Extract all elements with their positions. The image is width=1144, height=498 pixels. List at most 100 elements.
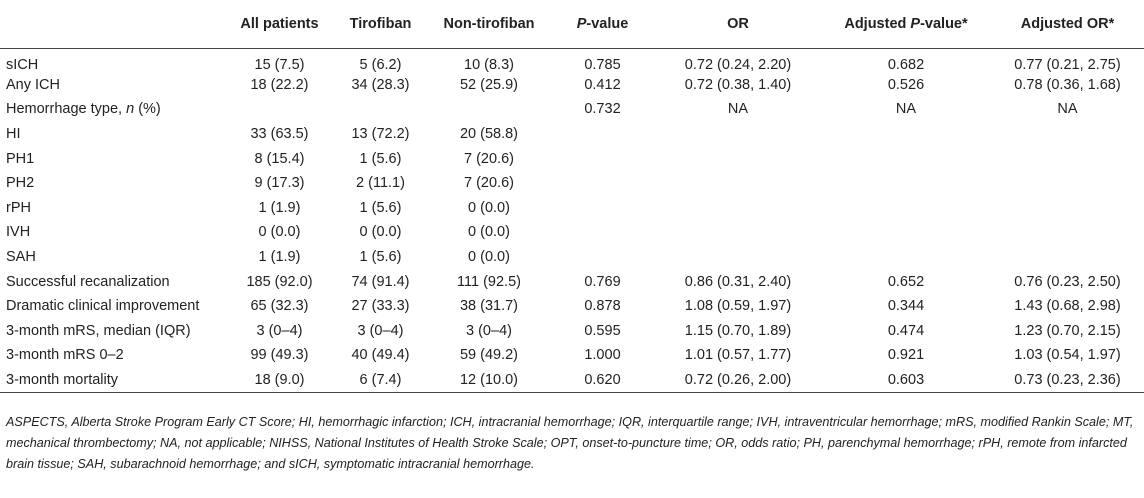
table-cell: 0.412 [584, 76, 621, 93]
table-cell: 0.72 (0.24, 2.20) [684, 56, 792, 73]
table-cell: 0 (0.0) [468, 249, 510, 266]
table-cell [821, 146, 991, 171]
row-label: PH2 [0, 171, 226, 196]
table-cell: 0.86 (0.31, 2.40) [684, 273, 792, 290]
table-cell [655, 171, 821, 196]
table-cell [550, 220, 655, 245]
table-cell: 33 (63.5) [250, 126, 309, 143]
table-header: All patients Tirofiban Non-tirofiban P-valu… [0, 0, 1144, 49]
table-cell [991, 196, 1144, 221]
header-text: Tirofiban [349, 15, 412, 32]
table-cell [550, 245, 655, 270]
table-cell: 185 (92.0) [246, 273, 313, 290]
table-cell [550, 171, 655, 196]
table-cell: 0.785 [584, 56, 621, 73]
table-cell [655, 245, 821, 270]
table-cell [428, 97, 550, 122]
table-row: SAH 1 (1.9) 1 (5.6) 0 (0.0) [0, 244, 1144, 270]
row-label-text: HI [6, 126, 21, 143]
row-label: Successful recanalization [0, 269, 226, 294]
table-cell [226, 97, 333, 122]
header-italic-text: P [576, 15, 587, 32]
table-cell: 3 (0–4) [357, 322, 404, 339]
table-cell [655, 146, 821, 171]
table-row: Any ICH 18 (22.2) 34 (28.3) 52 (25.9) 0.412 0… [0, 72, 1144, 98]
row-label-italic: n [126, 101, 135, 118]
row-label-text: PH2 [6, 175, 35, 192]
table-cell: 0.474 [887, 322, 925, 339]
table-cell: 1.03 (0.54, 1.97) [1014, 347, 1121, 364]
table-cell: 111 (92.5) [457, 273, 521, 290]
table-row: Hemorrhage type, n (%) 0.732 NA NA NA [0, 97, 1144, 122]
row-label-text: sICH [6, 56, 39, 73]
table-row: 3-month mRS, median (IQR) 3 (0–4) 3 (0–4) 3… [0, 318, 1144, 344]
or-header: OR [655, 0, 821, 49]
table-cell: 8 (15.4) [254, 150, 305, 167]
table-cell: 99 (49.3) [250, 347, 309, 364]
row-label: Dramatic clinical improvement [0, 294, 226, 319]
table-cell: 65 (32.3) [250, 298, 309, 315]
characteristic-header [0, 0, 226, 49]
table-cell [821, 245, 991, 270]
table-cell: 1.23 (0.70, 2.15) [1014, 322, 1121, 339]
table-cell [550, 146, 655, 171]
table-row: 3-month mRS 0–2 99 (49.3) 40 (49.4) 59 (49.… [0, 343, 1144, 368]
table-row: 3-month mortality 18 (9.0) 6 (7.4) 12 (10.0… [0, 367, 1144, 393]
row-label: IVH [0, 220, 226, 245]
table-cell: 0.344 [887, 298, 925, 315]
adjusted-p-value-header: Adjusted P-value* [821, 0, 991, 49]
table-cell: 5 (6.2) [359, 56, 402, 73]
row-label: SAH [0, 245, 226, 270]
p-value-header: P-value [550, 0, 655, 49]
header-text: Non-tirofiban [443, 15, 535, 32]
results-table: All patients Tirofiban Non-tirofiban P-valu… [0, 0, 1144, 393]
row-label-text: Any ICH [6, 76, 60, 93]
table-cell: NA [1057, 101, 1078, 118]
table-row: rPH 1 (1.9) 1 (5.6) 0 (0.0) [0, 195, 1144, 221]
header-italic-text: P [910, 15, 921, 32]
row-label-tail: (%) [134, 101, 161, 118]
table-cell [550, 122, 655, 147]
table-row: IVH 0 (0.0) 0 (0.0) 0 (0.0) [0, 220, 1144, 245]
table-cell: 1.000 [584, 347, 621, 364]
adjusted-or-header: Adjusted OR* [991, 0, 1144, 49]
table-cell: 59 (49.2) [459, 347, 519, 364]
table-cell: 38 (31.7) [459, 298, 519, 315]
all-patients-header: All patients [226, 0, 333, 49]
table-cell: 10 (8.3) [464, 56, 514, 73]
table-row: Successful recanalization 185 (92.0) 74 (9… [0, 269, 1144, 294]
table-cell: 0.652 [887, 273, 925, 290]
table-cell: 1.01 (0.57, 1.77) [684, 347, 792, 364]
table-cell: 1 (1.9) [258, 249, 301, 266]
row-label: Any ICH [0, 73, 226, 98]
table-cell: 0.732 [584, 101, 621, 118]
table-row: sICH 15 (7.5) 5 (6.2) 10 (8.3) 0.785 0.72 (0.… [0, 48, 1144, 73]
table-cell: NA [895, 101, 917, 118]
row-label-text: Dramatic clinical improvement [6, 298, 200, 315]
table-cell: 6 (7.4) [333, 367, 428, 393]
table-cell: 0.682 [887, 56, 925, 73]
table-cell [333, 97, 428, 122]
table-cell: 1 (1.9) [258, 199, 301, 216]
table-cell: 13 (72.2) [351, 126, 410, 143]
table-cell: 15 (7.5) [254, 56, 305, 73]
table-cell: 1.15 (0.70, 1.89) [684, 322, 792, 339]
table-cell [821, 122, 991, 147]
tirofiban-header: Tirofiban [333, 0, 428, 49]
table-cell [655, 122, 821, 147]
table-cell: 0.77 (0.21, 2.75) [1014, 56, 1121, 73]
table-cell: 12 (10.0) [428, 367, 550, 393]
row-label: sICH [0, 48, 226, 73]
table-cell: 0.526 [887, 76, 925, 93]
row-label-text: Successful recanalization [6, 273, 170, 290]
table-cell: 0.76 (0.23, 2.50) [1014, 273, 1121, 290]
table-cell: 0.72 (0.26, 2.00) [655, 367, 821, 393]
row-label: 3-month mortality [0, 367, 226, 393]
row-label-text: PH1 [6, 150, 35, 167]
table-row: HI 33 (63.5) 13 (72.2) 20 (58.8) [0, 121, 1144, 147]
table-cell: 9 (17.3) [254, 175, 305, 192]
row-label-text: SAH [6, 249, 36, 266]
table-cell: 0.921 [887, 347, 925, 364]
table-cell: 40 (49.4) [351, 347, 410, 364]
